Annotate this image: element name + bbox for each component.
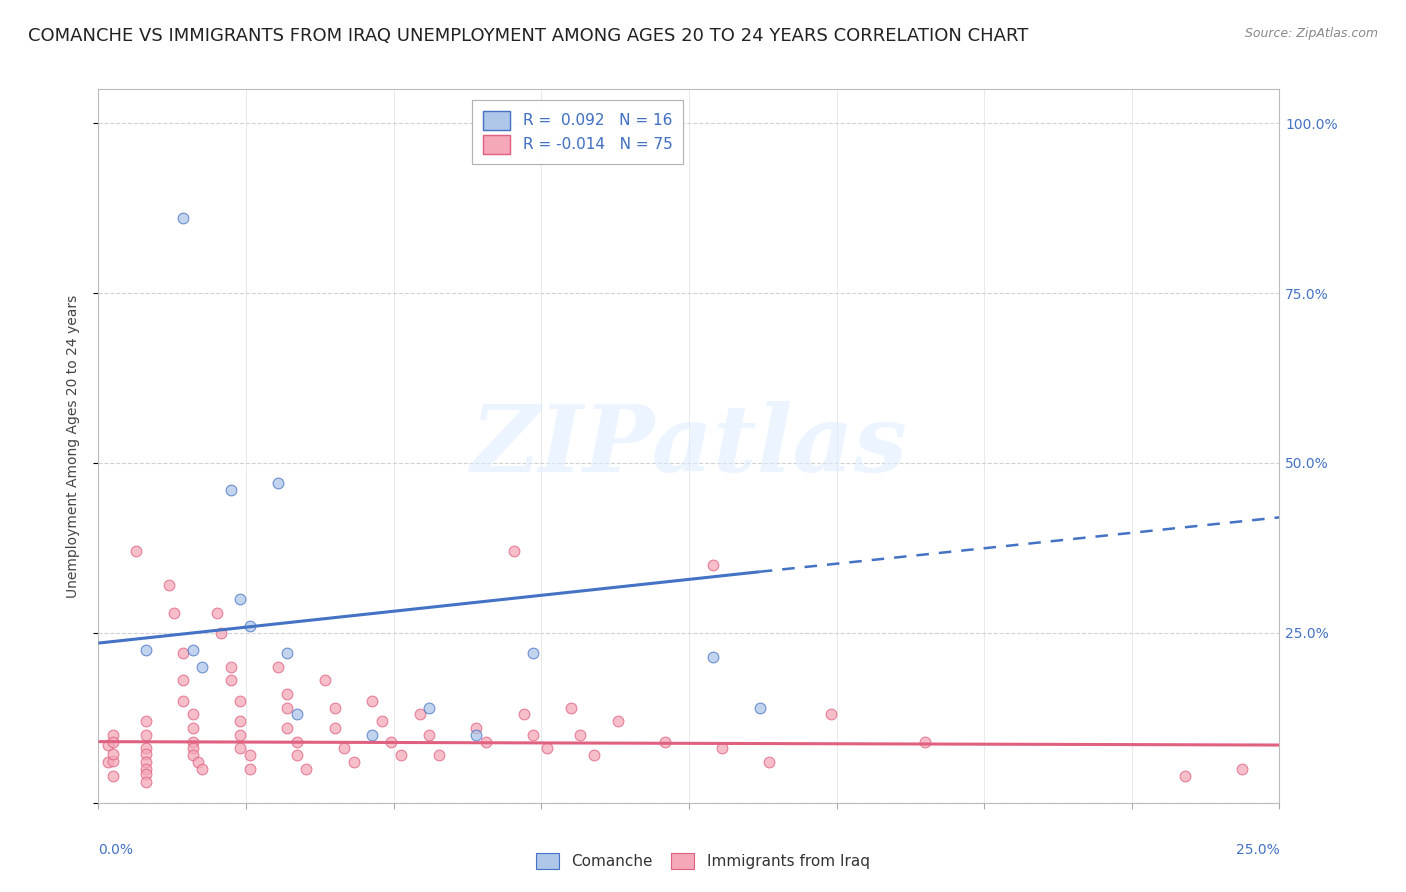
Point	[229, 591, 252, 606]
Legend: R =  0.092   N = 16, R = -0.014   N = 75: R = 0.092 N = 16, R = -0.014 N = 75	[472, 101, 683, 164]
Point	[342, 755, 364, 769]
Point	[135, 741, 157, 756]
Point	[914, 734, 936, 748]
Point	[536, 741, 558, 756]
Point	[172, 646, 194, 660]
Point	[285, 748, 308, 763]
Point	[276, 687, 298, 701]
Point	[219, 483, 242, 498]
Text: ZIPatlas: ZIPatlas	[471, 401, 907, 491]
Point	[219, 673, 242, 688]
Point	[427, 748, 450, 763]
Point	[101, 728, 124, 742]
Legend: Comanche, Immigrants from Iraq: Comanche, Immigrants from Iraq	[530, 847, 876, 875]
Point	[361, 694, 384, 708]
Y-axis label: Unemployment Among Ages 20 to 24 years: Unemployment Among Ages 20 to 24 years	[66, 294, 80, 598]
Point	[229, 714, 252, 729]
Point	[135, 755, 157, 769]
Point	[503, 544, 526, 558]
Point	[323, 700, 346, 714]
Point	[522, 728, 544, 742]
Point	[380, 734, 402, 748]
Point	[229, 728, 252, 742]
Point	[267, 660, 290, 674]
Point	[181, 741, 204, 756]
Point	[229, 741, 252, 756]
Point	[101, 747, 124, 761]
Point	[239, 748, 262, 763]
Point	[97, 738, 120, 752]
Point	[702, 649, 724, 664]
Point	[97, 755, 120, 769]
Text: 25.0%: 25.0%	[1236, 843, 1279, 857]
Point	[135, 762, 157, 776]
Point	[276, 700, 298, 714]
Point	[135, 775, 157, 789]
Point	[361, 728, 384, 742]
Point	[172, 211, 194, 226]
Point	[314, 673, 336, 688]
Point	[219, 660, 242, 674]
Text: COMANCHE VS IMMIGRANTS FROM IRAQ UNEMPLOYMENT AMONG AGES 20 TO 24 YEARS CORRELAT: COMANCHE VS IMMIGRANTS FROM IRAQ UNEMPLO…	[28, 27, 1029, 45]
Point	[239, 619, 262, 633]
Point	[135, 714, 157, 729]
Point	[191, 660, 214, 674]
Point	[209, 626, 232, 640]
Point	[569, 728, 592, 742]
Point	[560, 700, 582, 714]
Point	[1174, 769, 1197, 783]
Point	[135, 747, 157, 761]
Point	[371, 714, 394, 729]
Point	[711, 741, 734, 756]
Point	[239, 762, 262, 776]
Point	[295, 762, 318, 776]
Point	[125, 544, 148, 558]
Point	[323, 721, 346, 735]
Point	[389, 748, 412, 763]
Point	[285, 734, 308, 748]
Point	[333, 741, 356, 756]
Point	[418, 728, 440, 742]
Point	[267, 476, 290, 491]
Text: Source: ZipAtlas.com: Source: ZipAtlas.com	[1244, 27, 1378, 40]
Point	[276, 721, 298, 735]
Point	[418, 700, 440, 714]
Point	[172, 673, 194, 688]
Point	[465, 721, 488, 735]
Point	[522, 646, 544, 660]
Point	[465, 728, 488, 742]
Point	[475, 734, 498, 748]
Point	[512, 707, 534, 722]
Point	[101, 734, 124, 748]
Point	[702, 558, 724, 572]
Point	[276, 646, 298, 660]
Point	[101, 754, 124, 768]
Point	[1230, 762, 1253, 776]
Point	[181, 721, 204, 735]
Point	[163, 606, 186, 620]
Point	[135, 643, 157, 657]
Point	[157, 578, 180, 592]
Point	[408, 707, 430, 722]
Point	[285, 707, 308, 722]
Point	[654, 734, 676, 748]
Point	[181, 748, 204, 763]
Point	[820, 707, 842, 722]
Point	[229, 694, 252, 708]
Point	[181, 707, 204, 722]
Point	[181, 734, 204, 748]
Point	[758, 755, 780, 769]
Point	[101, 769, 124, 783]
Point	[181, 643, 204, 657]
Text: 0.0%: 0.0%	[98, 843, 134, 857]
Point	[135, 728, 157, 742]
Point	[748, 700, 770, 714]
Point	[135, 767, 157, 781]
Point	[583, 748, 606, 763]
Point	[607, 714, 630, 729]
Point	[191, 762, 214, 776]
Point	[172, 694, 194, 708]
Point	[187, 755, 209, 769]
Point	[205, 606, 228, 620]
